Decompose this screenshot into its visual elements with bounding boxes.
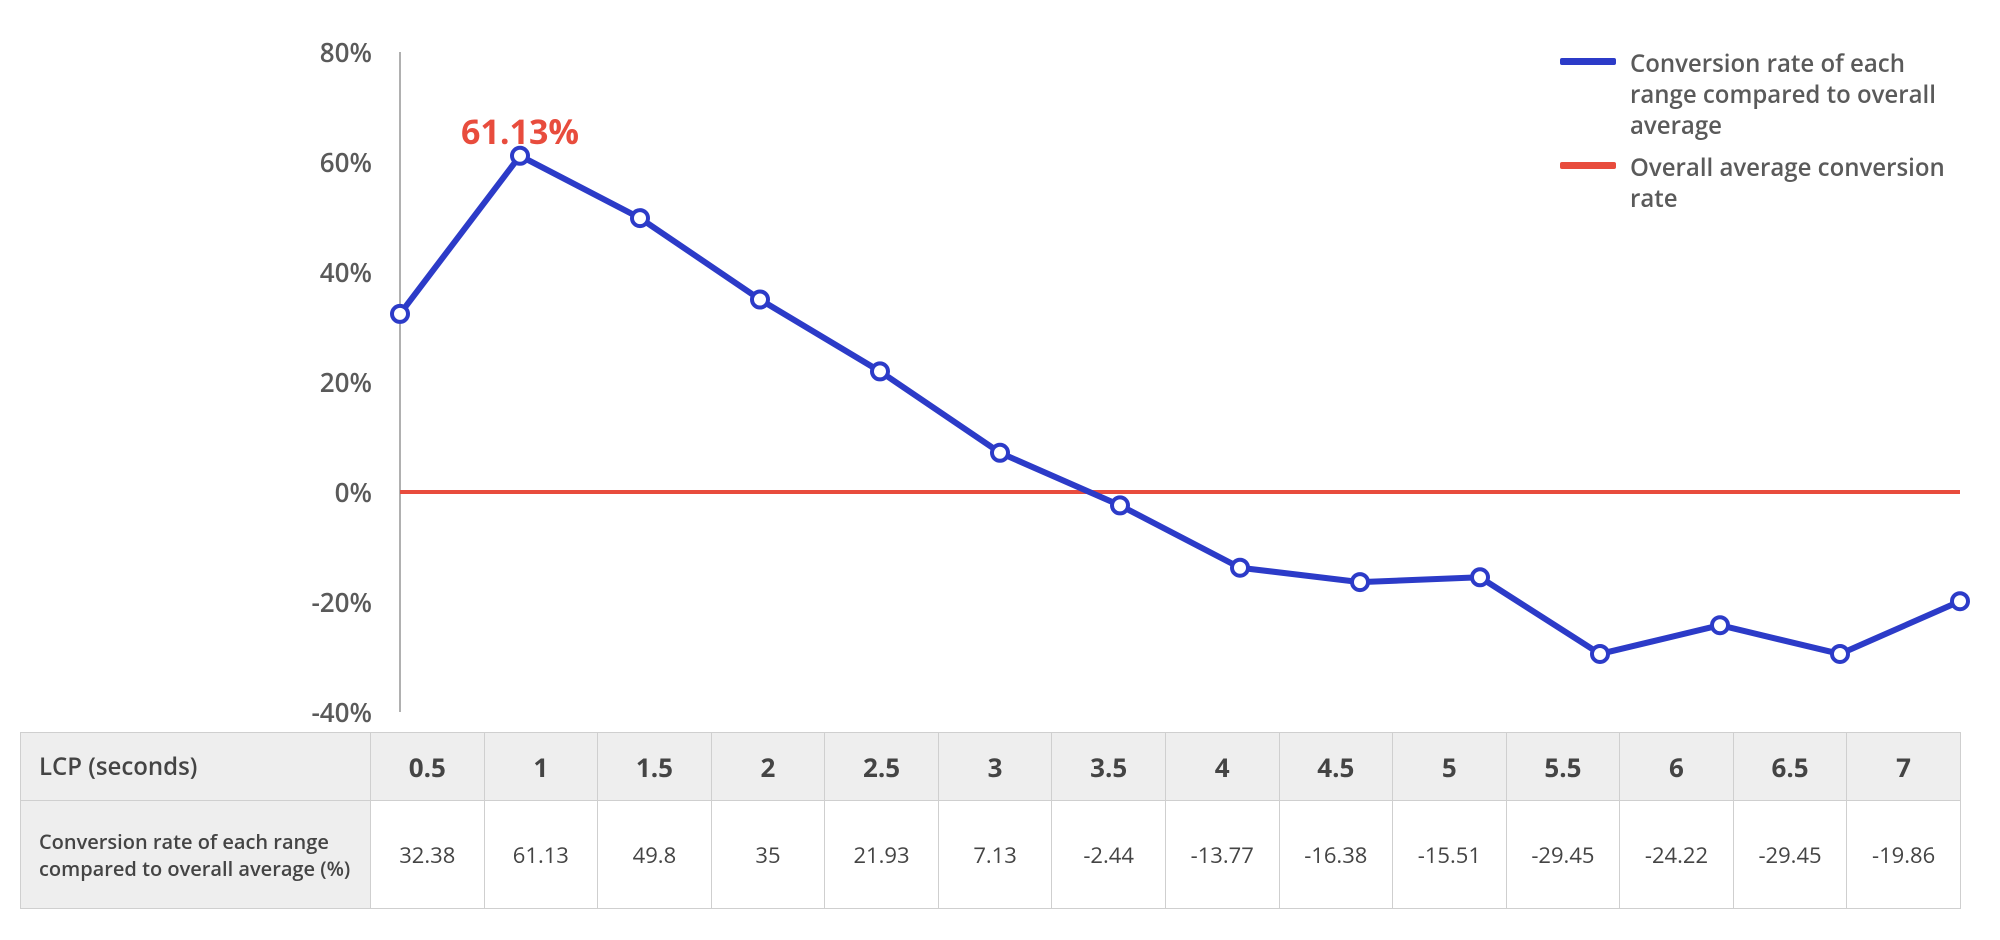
table-row-header: Conversion rate of each range compared t…	[21, 801, 371, 909]
data-point	[752, 292, 768, 308]
table-row: Conversion rate of each range compared t…	[21, 801, 1961, 909]
table-cell: 1	[484, 733, 598, 801]
legend-item: Conversion rate of each range compared t…	[1560, 48, 1970, 142]
legend-item: Overall average conversion rate	[1560, 152, 1970, 214]
table-cell: 5	[1393, 733, 1507, 801]
table-cell: -24.22	[1620, 801, 1734, 909]
table-cell: 6	[1620, 733, 1734, 801]
legend-swatch	[1560, 58, 1616, 65]
data-point	[1832, 646, 1848, 662]
table-cell: 7.13	[938, 801, 1052, 909]
data-point	[1472, 569, 1488, 585]
table-cell: -29.45	[1733, 801, 1847, 909]
data-point	[392, 306, 408, 322]
table-cell: 4.5	[1279, 733, 1393, 801]
table-cell: -2.44	[1052, 801, 1166, 909]
data-point	[632, 210, 648, 226]
data-point	[1232, 560, 1248, 576]
table-cell: 7	[1847, 733, 1961, 801]
table-cell: -13.77	[1165, 801, 1279, 909]
table-cell: 4	[1165, 733, 1279, 801]
table-cell: 0.5	[371, 733, 485, 801]
table-cell: 1.5	[598, 733, 712, 801]
conversion-rate-line	[400, 156, 1960, 654]
peak-annotation-text: 61.13%	[461, 108, 579, 154]
peak-annotation: 61.13%	[461, 108, 579, 154]
table-cell: 49.8	[598, 801, 712, 909]
table-cell: 5.5	[1506, 733, 1620, 801]
table-cell: 2.5	[825, 733, 939, 801]
legend-label: Overall average conversion rate	[1630, 152, 1970, 214]
table-cell: 61.13	[484, 801, 598, 909]
table-cell: 35	[711, 801, 825, 909]
data-point	[1712, 617, 1728, 633]
table-row-header: LCP (seconds)	[21, 733, 371, 801]
table-cell: 6.5	[1733, 733, 1847, 801]
table-cell: -16.38	[1279, 801, 1393, 909]
table-cell: -29.45	[1506, 801, 1620, 909]
table-cell: 3.5	[1052, 733, 1166, 801]
data-point	[1112, 497, 1128, 513]
data-table: LCP (seconds)0.511.522.533.544.555.566.5…	[20, 732, 1961, 909]
table-cell: 3	[938, 733, 1052, 801]
table-cell: 32.38	[371, 801, 485, 909]
data-point	[1592, 646, 1608, 662]
table-cell: -15.51	[1393, 801, 1507, 909]
table-cell: 2	[711, 733, 825, 801]
legend: Conversion rate of each range compared t…	[1560, 48, 1970, 224]
table-cell: -19.86	[1847, 801, 1961, 909]
table-row: LCP (seconds)0.511.522.533.544.555.566.5…	[21, 733, 1961, 801]
data-point	[1352, 574, 1368, 590]
data-point	[872, 363, 888, 379]
legend-label: Conversion rate of each range compared t…	[1630, 48, 1970, 142]
table-cell: 21.93	[825, 801, 939, 909]
legend-swatch	[1560, 162, 1616, 169]
data-point	[992, 445, 1008, 461]
data-point	[1952, 593, 1968, 609]
